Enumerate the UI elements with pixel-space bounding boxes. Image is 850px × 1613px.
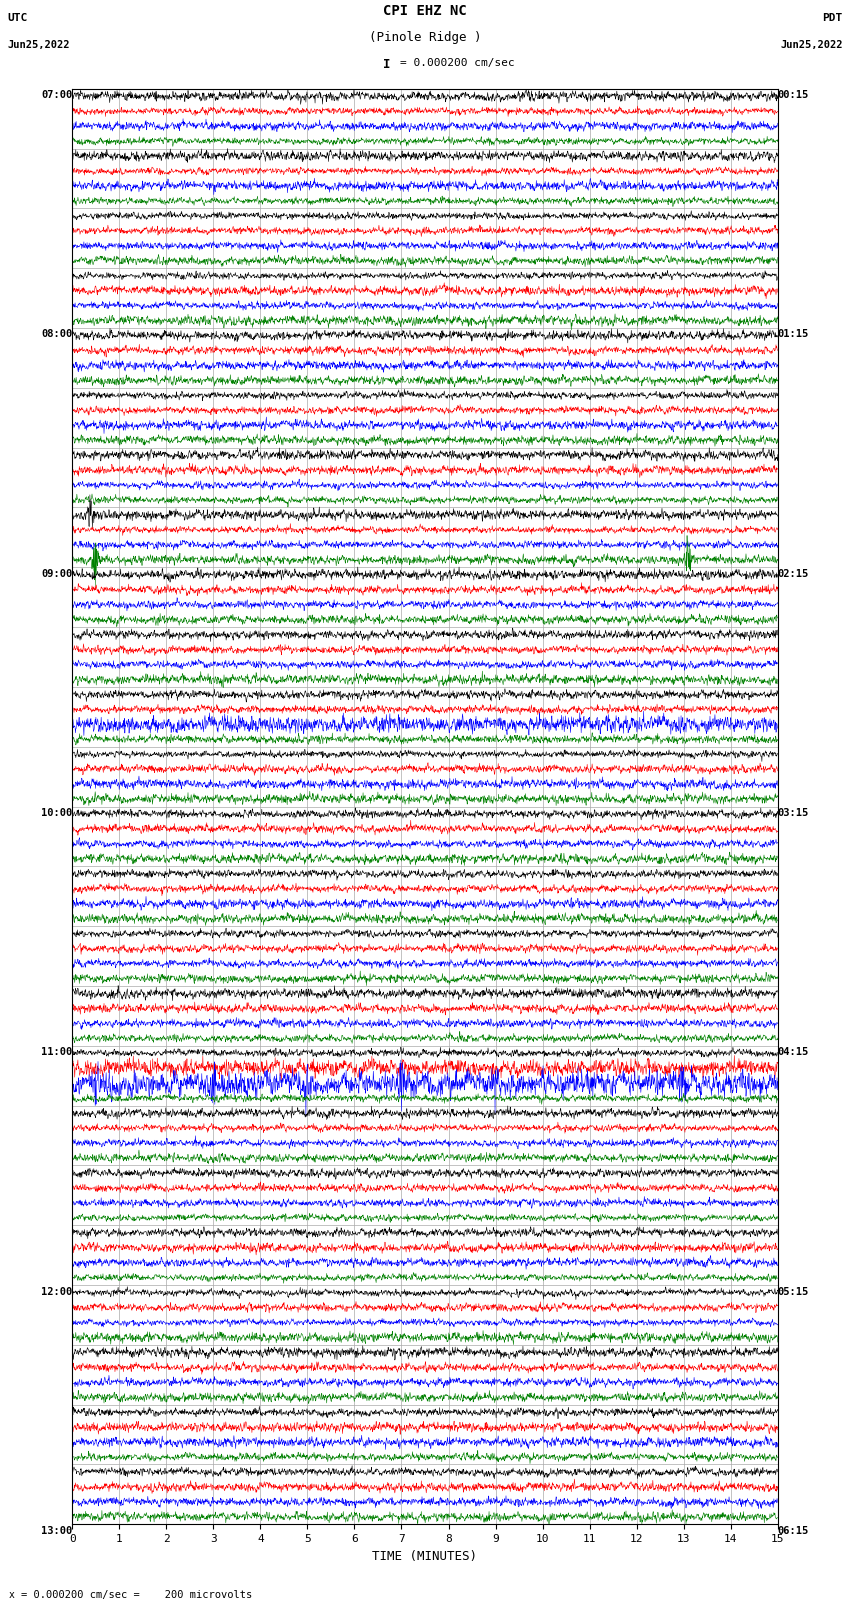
Text: 07:00: 07:00 (41, 90, 72, 100)
Text: = 0.000200 cm/sec =    200 microvolts: = 0.000200 cm/sec = 200 microvolts (21, 1590, 252, 1600)
Text: 13:00: 13:00 (41, 1526, 72, 1536)
Text: 10:00: 10:00 (41, 808, 72, 818)
Text: 05:15: 05:15 (778, 1287, 809, 1297)
Text: Jun25,2022: Jun25,2022 (780, 40, 843, 50)
Text: UTC: UTC (7, 13, 27, 23)
Text: 06:15: 06:15 (778, 1526, 809, 1536)
Text: x: x (8, 1590, 14, 1600)
Text: PDT: PDT (823, 13, 843, 23)
Text: 08:00: 08:00 (41, 329, 72, 339)
Text: 03:15: 03:15 (778, 808, 809, 818)
Text: (Pinole Ridge ): (Pinole Ridge ) (369, 31, 481, 44)
Text: I: I (383, 58, 390, 71)
Text: Jun25,2022: Jun25,2022 (7, 40, 70, 50)
Text: = 0.000200 cm/sec: = 0.000200 cm/sec (400, 58, 514, 68)
Text: 00:15: 00:15 (778, 90, 809, 100)
Text: 01:15: 01:15 (778, 329, 809, 339)
Text: 11:00: 11:00 (41, 1047, 72, 1057)
Text: 04:15: 04:15 (778, 1047, 809, 1057)
Text: 02:15: 02:15 (778, 569, 809, 579)
Text: 12:00: 12:00 (41, 1287, 72, 1297)
X-axis label: TIME (MINUTES): TIME (MINUTES) (372, 1550, 478, 1563)
Text: CPI EHZ NC: CPI EHZ NC (383, 5, 467, 18)
Text: 09:00: 09:00 (41, 569, 72, 579)
